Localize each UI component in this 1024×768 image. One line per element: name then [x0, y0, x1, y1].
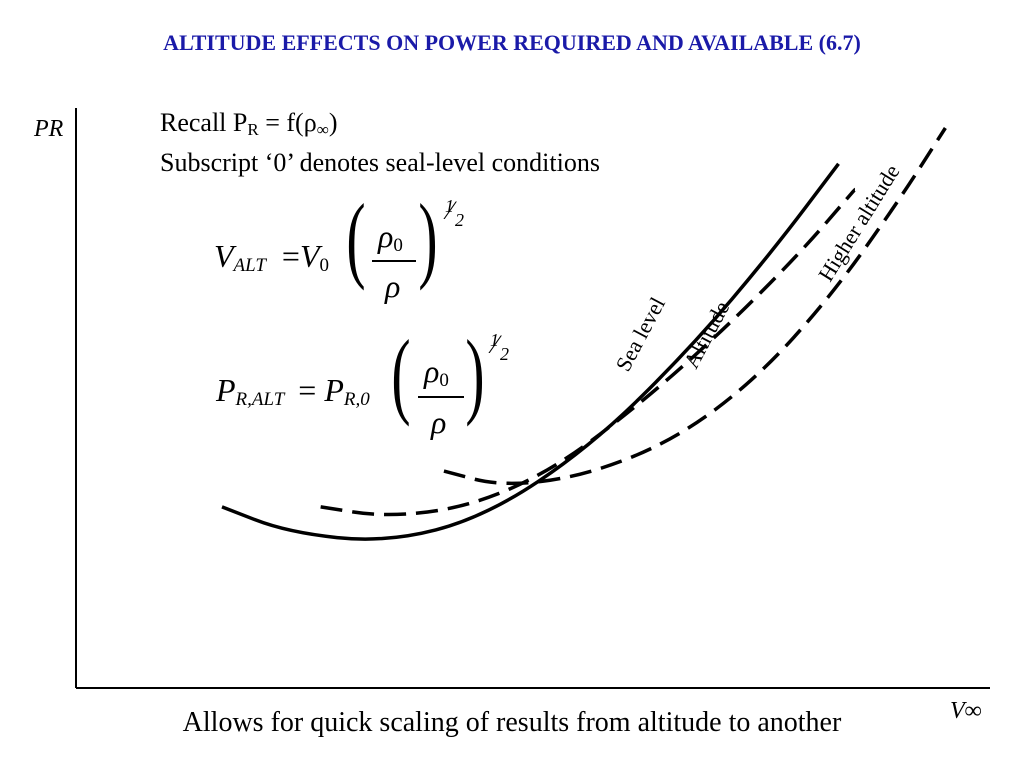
v-alt-left-paren: (	[346, 184, 366, 291]
p-alt-equation: PR,ALT = PR,0	[216, 372, 370, 411]
v-alt-lhs-sub: ALT	[233, 255, 266, 276]
series-line-higher-altitude	[443, 127, 947, 486]
p-alt-rhs: P	[324, 372, 344, 408]
series-line-altitude	[320, 188, 857, 517]
subscript-note: Subscript ‘0’ denotes seal-level conditi…	[160, 148, 600, 177]
v-alt-numerator: ρ0	[378, 218, 403, 257]
v-alt-exp-slash: ⁄	[448, 196, 453, 225]
p-alt-right-paren: )	[465, 320, 485, 427]
recall-sub-inf: ∞	[316, 120, 329, 139]
series-label-sea-level: Sea level	[610, 293, 670, 375]
p-alt-exp-slash: ⁄	[493, 330, 498, 359]
slide-title: ALTITUDE EFFECTS ON POWER REQUIRED AND A…	[163, 30, 861, 55]
v-alt-exp-den: 2	[455, 210, 464, 230]
p-alt-exp-num: 1	[490, 330, 499, 350]
p-alt-exp-den: 2	[500, 344, 509, 364]
v-alt-denominator: ρ	[385, 268, 401, 304]
recall-text: Recall PR = f(ρ∞)	[160, 108, 337, 140]
p-alt-eq-sign: =	[298, 372, 317, 408]
p-alt-denominator: ρ	[431, 404, 447, 440]
x-axis-label: V∞	[950, 698, 982, 724]
p-alt-num-sub: 0	[439, 370, 449, 391]
p-alt-lhs: P	[216, 372, 236, 408]
recall-suffix: = f(ρ	[258, 108, 317, 137]
v-alt-rhs: V	[299, 238, 320, 274]
recall-prefix: Recall P	[160, 108, 248, 137]
p-alt-numerator: ρ0	[424, 353, 449, 392]
series-line-sea-level	[221, 162, 840, 541]
p-alt-fraction-bar	[418, 396, 464, 398]
v-alt-fraction-bar	[372, 260, 416, 262]
bottom-caption: Allows for quick scaling of results from…	[182, 707, 842, 738]
recall-sub-r: R	[247, 120, 259, 139]
p-alt-left-paren: (	[391, 320, 411, 427]
series-label-altitude: Altitude	[678, 297, 734, 372]
v-alt-rhs-sub: 0	[319, 255, 330, 276]
v-alt-lhs: V	[214, 238, 234, 274]
recall-close: )	[328, 108, 338, 137]
v-alt-exp-num: 1	[445, 196, 454, 216]
v-alt-eq-sign: =	[281, 238, 300, 274]
v-alt-right-paren: )	[418, 184, 438, 291]
p-alt-lhs-sub: R,ALT	[235, 389, 285, 410]
p-alt-rhs-sub: R,0	[343, 389, 370, 410]
v-alt-equation: VALT =V0	[214, 238, 329, 277]
v-alt-num-sub: 0	[393, 235, 403, 256]
v-alt-num-rho: ρ	[378, 218, 394, 254]
p-alt-num-rho: ρ	[424, 353, 440, 389]
y-axis-label: PR	[33, 116, 64, 142]
